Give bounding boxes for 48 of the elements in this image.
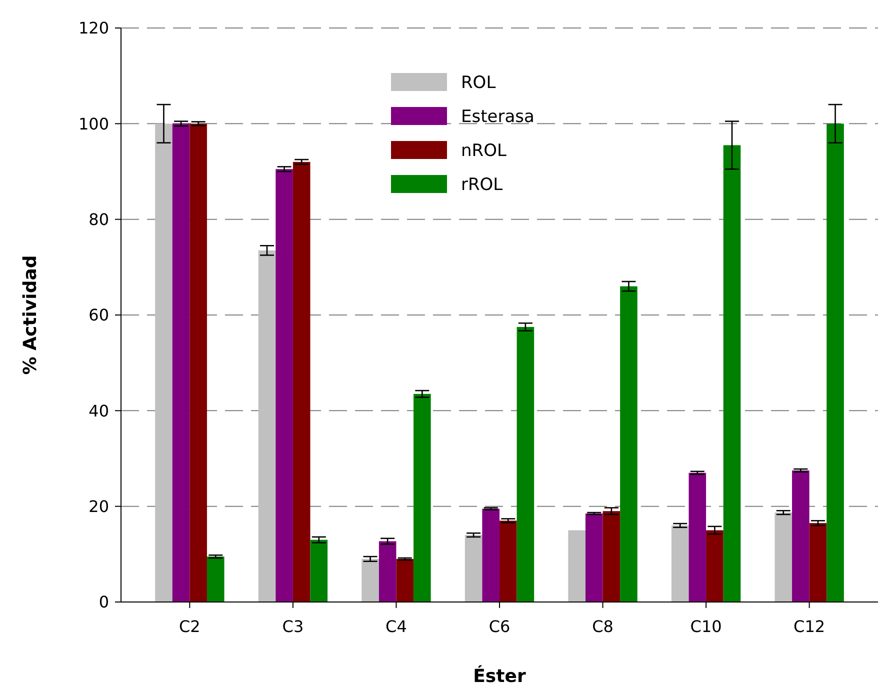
bar xyxy=(774,512,792,602)
bar xyxy=(602,511,620,602)
bar xyxy=(568,530,586,602)
bar xyxy=(482,508,500,602)
bar xyxy=(172,124,190,602)
bar xyxy=(706,530,724,602)
bar xyxy=(688,472,706,602)
x-tick-label: C2 xyxy=(179,617,200,636)
bar xyxy=(190,124,207,602)
y-tick-label: 20 xyxy=(88,496,109,516)
bar xyxy=(585,514,603,602)
x-tick-label: C8 xyxy=(592,617,614,636)
bar xyxy=(671,525,689,602)
x-tick-label: C6 xyxy=(488,617,510,636)
y-tick-label: 0 xyxy=(98,592,109,612)
bar xyxy=(464,535,482,602)
bar xyxy=(378,541,396,602)
bar xyxy=(414,394,431,602)
x-axis-title: Éster xyxy=(473,665,526,687)
x-tick-label: C4 xyxy=(386,617,407,636)
bar xyxy=(310,540,328,602)
bar xyxy=(206,556,224,602)
legend-label: Esterasa xyxy=(461,106,534,127)
bar xyxy=(155,124,172,602)
x-tick-label: C12 xyxy=(794,617,826,636)
bar xyxy=(723,145,741,602)
bar xyxy=(500,520,517,602)
bar xyxy=(620,286,638,602)
bar xyxy=(276,169,293,602)
legend-label: nROL xyxy=(461,140,507,161)
y-axis-title: % Actividad xyxy=(20,255,41,375)
bar xyxy=(826,124,844,602)
y-tick-label: 40 xyxy=(88,401,109,420)
bar xyxy=(396,558,414,602)
bar xyxy=(292,162,310,602)
y-tick-label: 80 xyxy=(88,210,109,229)
y-tick-label: 100 xyxy=(78,114,109,134)
x-tick-label: C3 xyxy=(282,617,304,636)
y-tick-label: 120 xyxy=(78,18,109,38)
x-tick-label: C10 xyxy=(690,617,722,636)
bar xyxy=(258,250,276,602)
legend-label: ROL xyxy=(461,72,496,93)
bar xyxy=(809,523,827,602)
bar xyxy=(516,326,534,602)
y-tick-label: 60 xyxy=(88,306,109,325)
bar xyxy=(792,470,810,602)
bar xyxy=(362,558,379,602)
legend-label: rROL xyxy=(461,174,504,195)
